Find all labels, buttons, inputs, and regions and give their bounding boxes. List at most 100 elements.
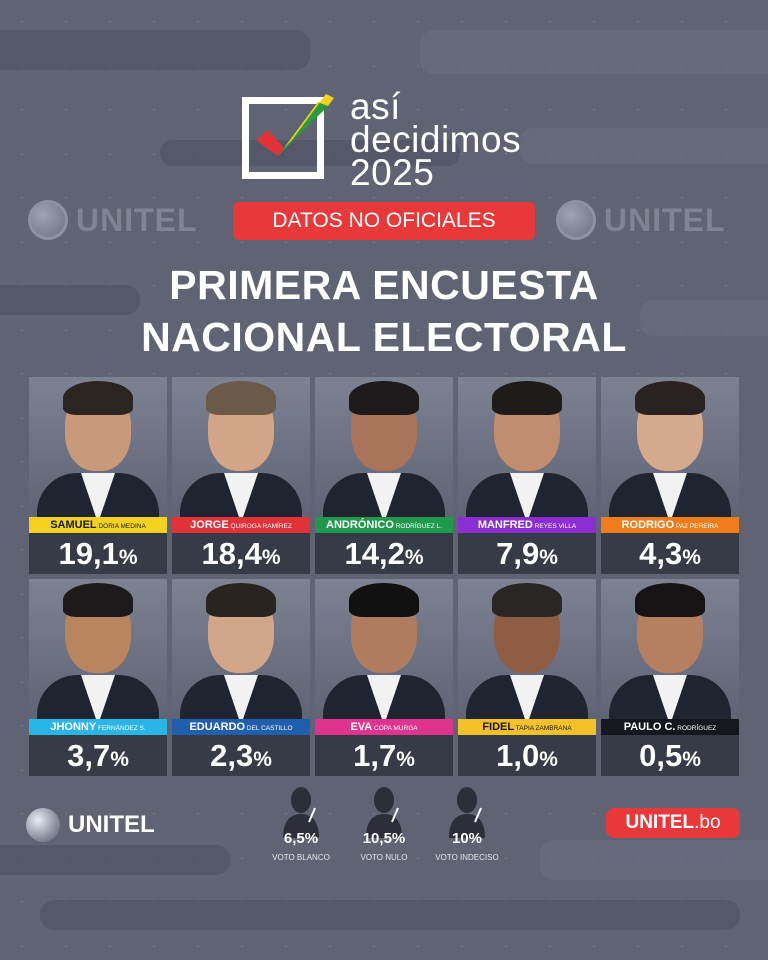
candidate-name-bar: JORGE QUIROGA RAMÍREZ: [172, 517, 310, 533]
candidate-first-name: JORGE: [190, 519, 229, 531]
candidate-last-name: PAZ PEREIRA: [674, 523, 719, 530]
percentage-value: 14,2: [344, 536, 405, 571]
candidate-name-bar: FIDEL TAPIA ZAMBRANA: [458, 719, 596, 735]
candidate-last-name: TAPIA ZAMBRANA: [514, 725, 572, 732]
candidate-percentage: 1,7%: [315, 735, 453, 776]
percent-sign: %: [682, 748, 701, 771]
candidate-name-bar: SAMUEL DORIA MEDINA: [29, 517, 167, 533]
candidate-card: MANFRED REYES VILLA 7,9%: [458, 377, 596, 574]
person-silhouette-icon: [449, 787, 485, 838]
unitel-globe-icon: [556, 200, 596, 240]
unitel-website-badge[interactable]: UNITEL.bo: [606, 808, 740, 838]
percentage-value: 1,0: [496, 738, 540, 773]
candidate-photo: [601, 377, 739, 517]
candidate-photo: [458, 579, 596, 719]
candidate-photo: [172, 377, 310, 517]
unitel-globe-icon: [28, 200, 68, 240]
candidate-first-name: EDUARDO: [189, 721, 246, 733]
vote-percentage: 10,5%: [362, 830, 406, 847]
candidate-name-bar: MANFRED REYES VILLA: [458, 517, 596, 533]
candidate-percentage: 7,9%: [458, 533, 596, 574]
vote-label: VOTO NULO: [360, 853, 408, 862]
candidate-first-name: JHONNY: [50, 721, 97, 733]
logo-line: así: [350, 86, 401, 127]
portrait-hair: [63, 583, 133, 617]
vote-category: 6,5% VOTO BLANCO: [265, 786, 337, 864]
candidate-photo: [458, 377, 596, 517]
person-silhouette-icon: [283, 787, 319, 838]
percent-sign: %: [682, 546, 701, 569]
percentage-value: 3,7: [67, 738, 111, 773]
percentage-value: 0,5: [639, 738, 683, 773]
watermark-text: UNITEL: [604, 201, 726, 238]
candidate-last-name: DORIA MEDINA: [96, 523, 146, 530]
candidate-first-name: SAMUEL: [50, 519, 97, 531]
candidate-name-bar: ANDRÓNICO RODRÍGUEZ L.: [315, 517, 453, 533]
percent-sign: %: [404, 546, 424, 569]
candidate-card: ANDRÓNICO RODRÍGUEZ L. 14,2%: [315, 377, 453, 574]
candidate-name-bar: PAULO C. RODRÍGUEZ: [601, 719, 739, 735]
candidate-percentage: 4,3%: [601, 533, 739, 574]
candidate-name-bar: EDUARDO DEL CASTILLO: [172, 719, 310, 735]
vote-percentage: 10%: [451, 830, 483, 847]
candidate-last-name: QUIROGA RAMÍREZ: [228, 523, 292, 530]
background-stripe: [540, 840, 768, 880]
candidate-photo: [172, 579, 310, 719]
candidate-first-name: PAULO C.: [623, 721, 676, 733]
ballot-box-logo: [242, 97, 324, 179]
candidate-percentage: 14,2%: [315, 533, 453, 574]
watermark-text: UNITEL: [76, 201, 198, 238]
candidate-percentage: 3,7%: [29, 735, 167, 776]
portrait-hair: [349, 583, 419, 617]
candidate-photo: [315, 579, 453, 719]
percentage-value: 18,4: [201, 536, 262, 571]
percentage-value: 4,3: [639, 536, 683, 571]
unofficial-data-badge: DATOS NO OFICIALES: [233, 202, 535, 240]
candidate-last-name: REYES VILLA: [532, 523, 577, 530]
background-stripe: [0, 285, 140, 315]
background-stripe: [640, 300, 768, 336]
vote-percentage: 6,5%: [283, 830, 319, 847]
vote-label: VOTO BLANCO: [272, 853, 330, 862]
portrait-hair: [635, 583, 705, 617]
person-silhouette-icon: [366, 787, 402, 838]
portrait-hair: [63, 381, 133, 415]
candidate-first-name: FIDEL: [482, 721, 515, 733]
candidate-first-name: RODRIGO: [621, 519, 675, 531]
campaign-logo-text: así decidimos 2025: [350, 86, 522, 191]
portrait-hair: [206, 583, 276, 617]
candidate-card: RODRIGO PAZ PEREIRA 4,3%: [601, 377, 739, 574]
page-title: PRIMERA ENCUESTA: [169, 262, 599, 308]
candidate-card: EVA COPA MURGA 1,7%: [315, 579, 453, 776]
portrait-hair: [206, 381, 276, 415]
candidate-first-name: ANDRÓNICO: [326, 519, 394, 531]
candidate-last-name: RODRÍGUEZ L.: [393, 523, 442, 530]
portrait-hair: [349, 381, 419, 415]
background-stripe: [0, 30, 310, 70]
candidate-percentage: 2,3%: [172, 735, 310, 776]
candidate-percentage: 0,5%: [601, 735, 739, 776]
website-tld: .bo: [694, 812, 721, 833]
unitel-watermark: UNITEL: [28, 200, 198, 240]
background-stripe: [0, 845, 230, 875]
candidate-first-name: MANFRED: [477, 519, 533, 531]
candidate-percentage: 19,1%: [29, 533, 167, 574]
unitel-brand: UNITEL: [26, 808, 155, 842]
candidate-percentage: 18,4%: [172, 533, 310, 574]
percent-sign: %: [118, 546, 138, 569]
candidate-name-bar: JHONNY FERNÁNDEZ S.: [29, 719, 167, 735]
candidate-photo: [315, 377, 453, 517]
candidate-last-name: COPA MURGA: [372, 725, 418, 732]
percent-sign: %: [253, 748, 272, 771]
page-title: NACIONAL ELECTORAL: [141, 314, 627, 360]
website-name: UNITEL: [625, 812, 695, 833]
vote-category: 10,5% VOTO NULO: [348, 786, 420, 864]
background-stripe: [420, 30, 768, 74]
portrait-hair: [635, 381, 705, 415]
candidate-first-name: EVA: [350, 721, 373, 733]
logo-line: decidimos: [350, 119, 522, 160]
candidate-photo: [29, 377, 167, 517]
candidate-card: JORGE QUIROGA RAMÍREZ 18,4%: [172, 377, 310, 574]
percentage-value: 7,9: [496, 536, 540, 571]
candidate-last-name: DEL CASTILLO: [245, 725, 293, 732]
